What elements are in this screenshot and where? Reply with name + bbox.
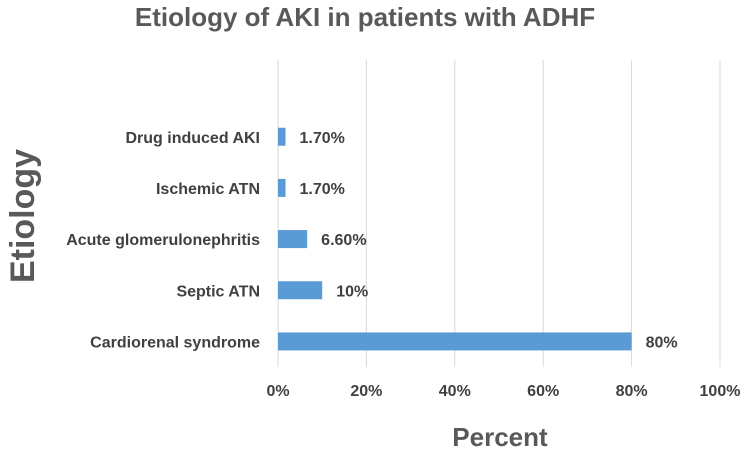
x-tick-label: 80%	[616, 383, 648, 400]
category-label: Drug induced AKI	[125, 130, 260, 147]
x-axis-label: Percent	[452, 422, 548, 447]
category-label: Acute glomerulonephritis	[66, 232, 260, 249]
y-axis-label: Etiology	[4, 149, 42, 283]
data-label: 1.70%	[300, 181, 345, 198]
bar	[278, 281, 323, 300]
data-label: 6.60%	[321, 232, 366, 249]
bar	[278, 178, 286, 197]
x-tick-label: 100%	[700, 383, 741, 400]
x-tick-label: 20%	[350, 383, 382, 400]
category-label: Ischemic ATN	[156, 181, 260, 198]
data-labels: 80% 10% 6.60% 1.70% 1.70%	[300, 130, 678, 352]
x-tick-label: 60%	[527, 383, 559, 400]
x-tick-label: 40%	[439, 383, 471, 400]
x-tick-labels: 0% 20% 40% 60% 80% 100%	[266, 383, 740, 400]
gridlines	[277, 60, 721, 367]
data-label: 10%	[336, 283, 368, 300]
category-labels: Cardiorenal syndrome Septic ATN Acute glom…	[66, 130, 260, 352]
bar	[278, 332, 632, 351]
x-tick-label: 0%	[266, 383, 289, 400]
bars	[278, 127, 632, 351]
bar	[278, 230, 308, 249]
data-label: 80%	[646, 334, 678, 351]
data-label: 1.70%	[300, 130, 345, 147]
chart-title: Etiology of AKI in patients with ADHF	[135, 2, 595, 32]
category-label: Cardiorenal syndrome	[90, 334, 260, 351]
category-label: Septic ATN	[176, 283, 260, 300]
bar	[278, 127, 286, 146]
